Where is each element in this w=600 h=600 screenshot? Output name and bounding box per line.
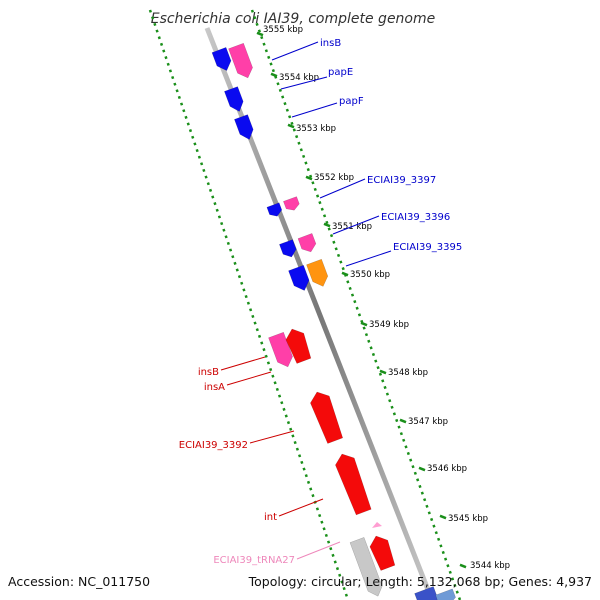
gene-arrow: [211, 47, 232, 71]
kbp-tick-label: 3545 kbp: [448, 514, 488, 524]
kbp-tick-label: 3548 kbp: [388, 368, 428, 378]
gene-label-leader: [226, 371, 272, 386]
kbp-tick-label: 3547 kbp: [408, 417, 448, 427]
topology-summary-text: Topology: circular; Length: 5,132,068 bp…: [248, 574, 592, 589]
accession-text: Accession: NC_011750: [8, 574, 151, 589]
kbp-tick-label: 3552 kbp: [314, 173, 354, 183]
gene-arrow: [234, 114, 254, 140]
kbp-tick-mark: [341, 271, 349, 277]
gene-label: papF: [339, 96, 364, 107]
genome-backbone: [204, 27, 435, 600]
gene-arrow: [369, 535, 396, 571]
kbp-tick-label: 3550 kbp: [350, 270, 390, 280]
kbp-tick-mark: [270, 72, 278, 78]
gene-label: int: [264, 512, 277, 523]
kbp-tick-mark: [399, 418, 407, 424]
gene-arrow: [283, 196, 300, 211]
kbp-tick-mark: [379, 369, 387, 375]
gene-arrow: [266, 202, 283, 217]
kbp-tick-label: 3555 kbp: [263, 25, 303, 35]
gene-arrow: [228, 42, 253, 79]
gene-label: ECIAI39_3397: [367, 175, 436, 186]
gene-label-leader: [278, 498, 324, 517]
gene-arrow: [306, 258, 329, 287]
gene-labels: insB papE papF ECIAI39_3397 ECIAI39_3396 ECIA…: [179, 38, 462, 566]
gene-arrow: [279, 239, 297, 258]
gene-arrow: [310, 391, 344, 444]
gene-label: ECIAI39_3396: [381, 212, 450, 223]
gene-label: insB: [320, 38, 341, 49]
gene-arrow: [349, 537, 383, 597]
kbp-tick-mark: [256, 31, 264, 37]
kbp-tick-label: 3554 kbp: [279, 73, 319, 83]
gene-arrows: [211, 42, 456, 600]
kbp-tick-mark: [287, 123, 295, 129]
gene-label-leader: [249, 430, 295, 444]
gene-arrow: [297, 233, 317, 253]
kbp-tick-label: 3549 kbp: [369, 320, 409, 330]
kbp-tick-mark: [459, 563, 467, 569]
kbp-tick-label: 3546 kbp: [427, 464, 467, 474]
gene-arrow: [285, 328, 312, 364]
gene-label: ECIAI39_3395: [393, 242, 462, 253]
gene-label: ECIAI39_3392: [179, 440, 248, 451]
gene-label-leader: [291, 102, 338, 118]
gene-arrow: [414, 586, 439, 600]
map-title: Escherichia coli IAI39, complete genome: [151, 11, 436, 27]
kbp-tick-mark: [439, 514, 447, 520]
gene-label-leader: [220, 356, 266, 371]
gene-arrow: [435, 588, 456, 600]
kbp-tick-mark: [323, 222, 331, 228]
gene-arrow: [288, 264, 310, 291]
kbp-tick-mark: [305, 175, 313, 181]
gene-label-leader: [296, 541, 341, 560]
kbp-tick-label: 3544 kbp: [470, 561, 510, 571]
kbp-tick-mark: [418, 466, 426, 472]
gene-label: papE: [328, 67, 353, 78]
kbp-tick-label: 3553 kbp: [296, 124, 336, 134]
gene-label: ECIAI39_tRNA27: [213, 555, 295, 566]
gene-label-leader: [332, 215, 380, 235]
trna-marker: [372, 522, 382, 528]
gene-label: insA: [204, 382, 225, 393]
kbp-tick-mark: [360, 321, 368, 327]
gene-label-leader: [271, 41, 319, 61]
gene-label: insB: [198, 367, 219, 378]
gene-arrow: [335, 453, 372, 516]
gene-label-leader: [280, 76, 328, 90]
gene-label-leader: [345, 250, 392, 267]
gene-label-leader: [319, 178, 366, 199]
gene-arrow: [224, 86, 244, 112]
